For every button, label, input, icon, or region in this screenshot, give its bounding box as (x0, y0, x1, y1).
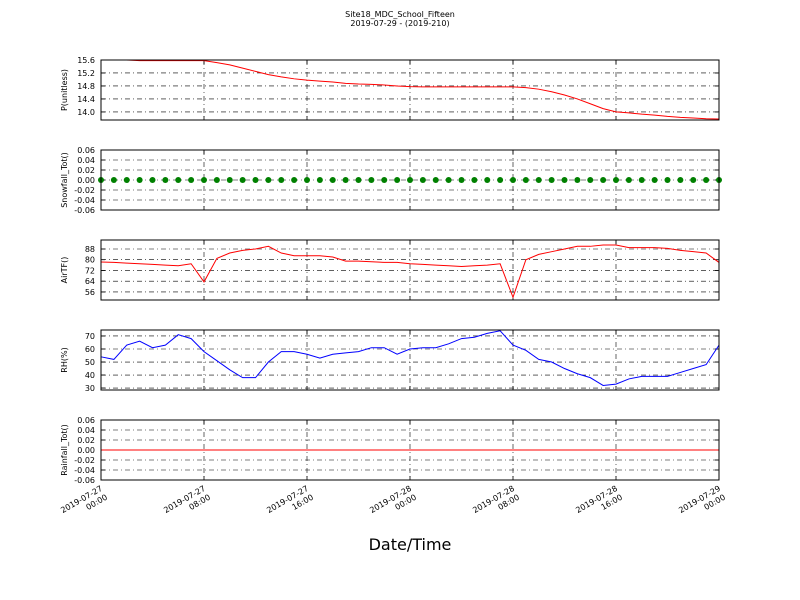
data-point (316, 177, 323, 183)
data-point (239, 177, 246, 183)
data-line (100, 244, 720, 299)
y-tick-label: -0.04 (74, 196, 95, 205)
data-point (484, 177, 491, 183)
y-tick-label: -0.06 (74, 206, 95, 215)
y-tick-label: 0.02 (77, 436, 95, 445)
data-point (664, 177, 671, 183)
data-point (432, 177, 439, 183)
data-point (188, 177, 195, 183)
y-tick-label: 0.06 (77, 416, 95, 425)
x-axis-label: Date/Time (369, 535, 452, 554)
y-tick-label: 14.4 (77, 95, 95, 104)
data-line (101, 59, 720, 120)
data-point (162, 177, 169, 183)
axes-frame (100, 59, 720, 121)
data-point (651, 177, 658, 183)
y-tick-label: 56 (85, 288, 95, 297)
data-point (561, 177, 568, 183)
data-point (677, 177, 684, 183)
y-tick-label: 15.6 (77, 56, 95, 65)
y-tick-label: 0.06 (77, 146, 95, 155)
data-point (226, 177, 233, 183)
y-axis-label: RH(%) (60, 347, 69, 372)
data-point (201, 177, 207, 183)
data-point (213, 177, 220, 183)
y-tick-label: 60 (85, 345, 95, 354)
y-tick-label: 50 (85, 358, 95, 367)
data-point (445, 177, 452, 183)
y-tick-label: 30 (85, 384, 95, 393)
y-axis-label: P(unitless) (60, 69, 69, 111)
chart-subtitle: 2019-07-29 - (2019-210) (350, 19, 449, 28)
y-tick-label: 72 (85, 266, 95, 275)
data-point (123, 177, 130, 183)
y-tick-label: -0.04 (74, 466, 95, 475)
y-tick-label: 0.00 (77, 176, 95, 185)
y-tick-label: 40 (85, 371, 95, 380)
data-point (497, 177, 504, 183)
data-point (394, 177, 401, 183)
y-tick-label: 14.8 (77, 82, 95, 91)
axes-frame (100, 149, 720, 211)
data-point (291, 177, 298, 183)
data-point (304, 177, 310, 183)
data-point (535, 177, 542, 183)
data-point (419, 177, 426, 183)
data-point (510, 177, 516, 183)
axes-frame (100, 329, 720, 391)
data-point (149, 177, 156, 183)
data-point (613, 177, 619, 183)
data-point (278, 177, 285, 183)
y-tick-label: 70 (85, 332, 95, 341)
data-point (574, 177, 581, 183)
data-point (252, 177, 259, 183)
data-point (522, 177, 529, 183)
y-tick-label: 64 (85, 277, 95, 286)
data-point (368, 177, 375, 183)
axes-frame (100, 239, 720, 301)
data-point (110, 177, 117, 183)
data-point (703, 177, 710, 183)
y-tick-label: 0.04 (77, 156, 95, 165)
data-point (587, 177, 594, 183)
y-tick-label: -0.06 (74, 476, 95, 485)
y-tick-label: 0.02 (77, 166, 95, 175)
data-point (329, 177, 336, 183)
data-point (342, 177, 349, 183)
data-point (600, 177, 607, 183)
data-point (381, 177, 388, 183)
data-line (100, 330, 720, 386)
data-point (548, 177, 555, 183)
y-tick-label: -0.02 (74, 456, 95, 465)
y-tick-label: 0.04 (77, 426, 95, 435)
data-point (690, 177, 697, 183)
y-tick-label: 15.2 (77, 69, 95, 78)
y-tick-label: 0.00 (77, 446, 95, 455)
data-point (458, 177, 465, 183)
data-point (407, 177, 413, 183)
axes-frame (100, 419, 720, 481)
data-point (265, 177, 272, 183)
y-axis-label: Rainfall_Tot() (60, 424, 69, 476)
data-point (471, 177, 478, 183)
y-tick-label: 80 (85, 256, 95, 265)
data-point (175, 177, 182, 183)
y-axis-label: Snowfall_Tot() (60, 152, 69, 208)
y-tick-label: 14.0 (77, 108, 95, 117)
chart-title: Site18_MDC_School_Fifteen (345, 10, 455, 19)
data-point (638, 177, 645, 183)
y-axis-label: AirTF() (60, 257, 69, 284)
data-point (625, 177, 632, 183)
data-point (355, 177, 362, 183)
y-tick-label: 88 (85, 245, 95, 254)
y-tick-label: -0.02 (74, 186, 95, 195)
data-point (136, 177, 143, 183)
